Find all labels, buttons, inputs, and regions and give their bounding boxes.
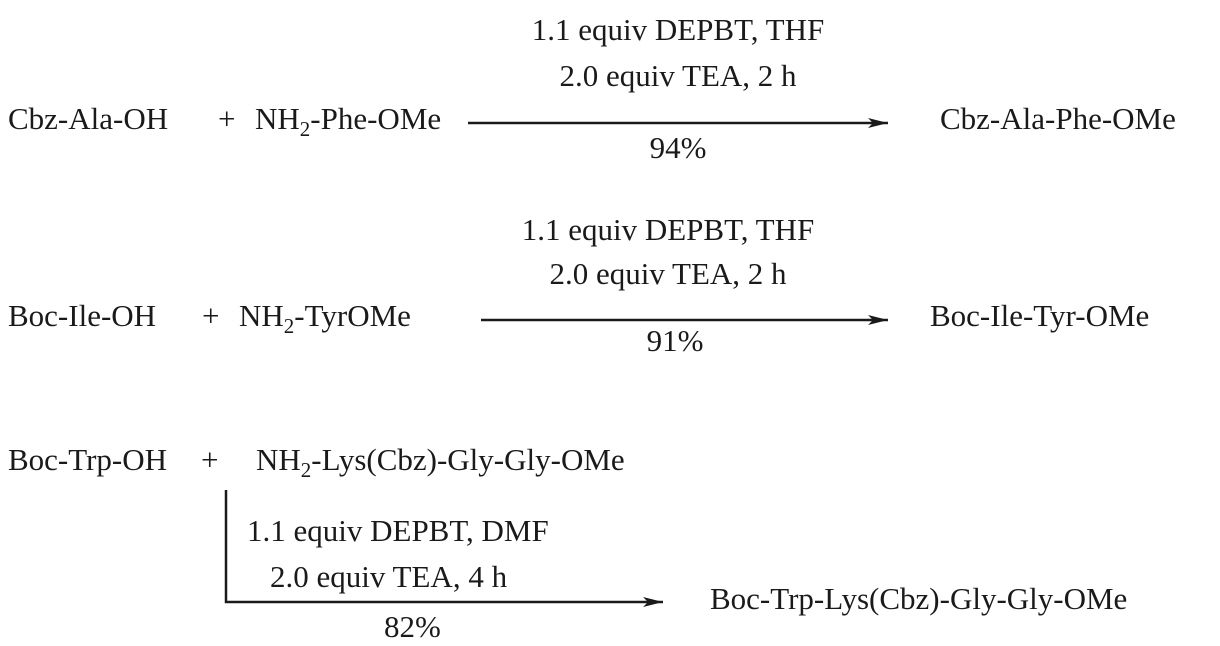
reactant2-suffix: -Phe-OMe — [310, 101, 442, 136]
reaction-3-condition-2: 2.0 equiv TEA, 4 h — [270, 559, 508, 594]
reaction-2-condition-2: 2.0 equiv TEA, 2 h — [549, 256, 787, 291]
reactant2-subscript: 2 — [299, 117, 311, 141]
reaction-3-plus: + — [201, 442, 219, 477]
reaction-3-condition-1: 1.1 equiv DEPBT, DMF — [247, 513, 549, 548]
reactant2-subscript: 2 — [283, 314, 295, 338]
reaction-2-yield: 91% — [646, 323, 704, 358]
reaction-2-plus: + — [202, 298, 220, 333]
reaction-2-condition-1: 1.1 equiv DEPBT, THF — [521, 212, 815, 247]
reaction-3-arrow — [224, 490, 663, 607]
reaction-3-reactant1: Boc-Trp-OH — [8, 442, 168, 477]
reaction-1-condition-2: 2.0 equiv TEA, 2 h — [559, 58, 797, 93]
reaction-1-yield: 94% — [649, 130, 707, 165]
reactant2-prefix: NH — [239, 298, 284, 333]
reactant2-prefix: NH — [256, 442, 301, 477]
reaction-1-product: Cbz-Ala-Phe-OMe — [940, 101, 1176, 136]
reaction-3-reactant2: NH2-Lys(Cbz)-Gly-Gly-OMe — [256, 442, 625, 481]
reactant2-suffix: -TyrOMe — [294, 298, 411, 333]
reactant2-suffix: -Lys(Cbz)-Gly-Gly-OMe — [311, 442, 625, 477]
reactant2-subscript: 2 — [300, 458, 312, 482]
reaction-1-plus: + — [218, 101, 236, 136]
reaction-1-reactant2: NH2-Phe-OMe — [255, 101, 442, 140]
reactant2-prefix: NH — [255, 101, 300, 136]
reaction-3-product: Boc-Trp-Lys(Cbz)-Gly-Gly-OMe — [710, 581, 1128, 616]
reaction-2-product: Boc-Ile-Tyr-OMe — [930, 298, 1150, 333]
reaction-2-reactant2: NH2-TyrOMe — [239, 298, 411, 337]
reaction-1-condition-1: 1.1 equiv DEPBT, THF — [531, 12, 825, 47]
reaction-2-reactant1: Boc-Ile-OH — [8, 298, 157, 333]
reaction-1-reactant1: Cbz-Ala-OH — [8, 101, 169, 136]
reaction-3-yield: 82% — [384, 609, 441, 644]
